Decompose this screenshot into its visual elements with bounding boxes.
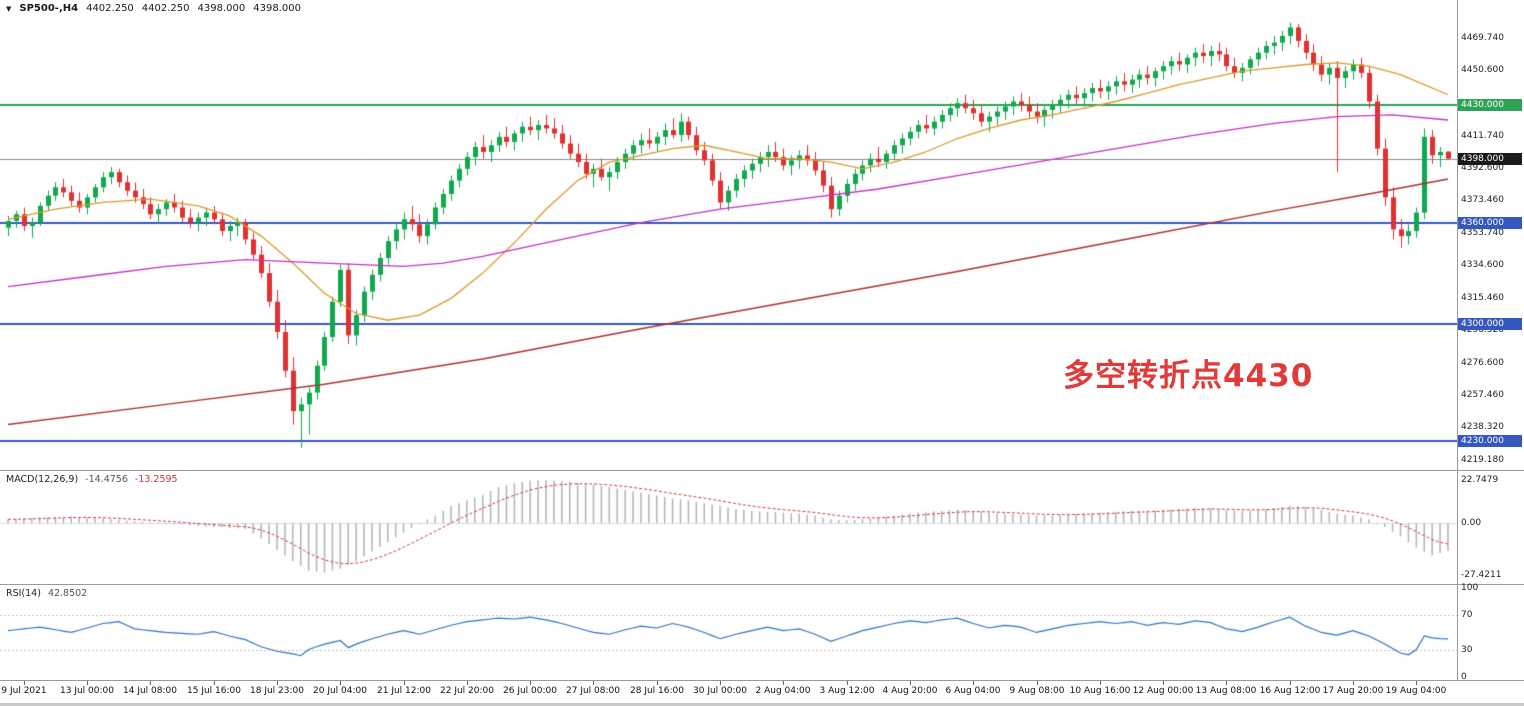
price-tick-label: 4411.740 <box>1461 130 1504 141</box>
time-tick-label: 6 Aug 04:00 <box>945 686 1001 696</box>
time-tick <box>783 681 784 685</box>
price-tag-4360.000: 4360.000 <box>1458 216 1522 229</box>
macd-panel-canvas[interactable] <box>0 471 1457 584</box>
time-tick <box>657 681 658 685</box>
time-tick-label: 30 Jul 00:00 <box>693 686 747 696</box>
symbol-dropdown-icon[interactable]: ▼ <box>6 4 12 13</box>
ohlc-low: 4398.000 <box>197 3 246 14</box>
time-tick-label: 16 Aug 12:00 <box>1259 686 1321 696</box>
macd-name: MACD(12,26,9) <box>6 474 79 485</box>
time-tick-label: 26 Jul 00:00 <box>503 686 557 696</box>
price-tick-label: 4238.320 <box>1461 422 1504 433</box>
time-tick-label: 15 Jul 16:00 <box>187 686 241 696</box>
rsi-value: 42.8502 <box>47 588 88 599</box>
time-tick <box>340 681 341 685</box>
time-tick <box>1100 681 1101 685</box>
annotation-text: 多空转折点4430 <box>1063 358 1314 394</box>
time-tick-label: 22 Jul 20:00 <box>440 686 494 696</box>
time-tick-label: 28 Jul 16:00 <box>630 686 684 696</box>
ohlc-high: 4402.250 <box>141 3 190 14</box>
window-bottom-edge <box>0 703 1524 706</box>
price-tick-label: 0.00 <box>1461 518 1482 529</box>
time-tick-label: 19 Aug 04:00 <box>1385 686 1447 696</box>
time-tick-label: 13 Jul 00:00 <box>60 686 114 696</box>
time-tick-label: 17 Aug 20:00 <box>1322 686 1384 696</box>
time-tick-label: 2 Aug 04:00 <box>755 686 811 696</box>
price-tick-label: 4257.460 <box>1461 390 1504 401</box>
time-tick <box>24 681 25 685</box>
price-tick-label: 22.7479 <box>1461 475 1499 485</box>
time-tick <box>214 681 215 685</box>
time-axis-separator <box>0 680 1524 681</box>
time-tick <box>1226 681 1227 685</box>
time-tick <box>467 681 468 685</box>
price-axis-separator <box>1457 0 1458 680</box>
rsi-indicator-label: RSI(14) 42.8502 <box>6 588 87 599</box>
panel-separator-rsi[interactable] <box>0 584 1524 585</box>
price-tick-label: -27.4211 <box>1461 570 1502 581</box>
price-tick-label: 4392.600 <box>1461 162 1504 173</box>
rsi-name: RSI(14) <box>6 588 41 599</box>
time-tick-label: 4 Aug 20:00 <box>882 686 938 696</box>
price-tick-label: 100 <box>1461 582 1479 593</box>
price-tag-4300.000: 4300.000 <box>1458 317 1522 330</box>
time-tick <box>973 681 974 685</box>
time-tick-label: 21 Jul 12:00 <box>377 686 431 696</box>
time-tick <box>1037 681 1038 685</box>
price-tick-label: 4373.460 <box>1461 195 1504 205</box>
macd-value-signal: -13.2595 <box>134 474 178 485</box>
price-tick-label: 4334.600 <box>1461 260 1504 271</box>
time-tick-label: 10 Aug 16:00 <box>1069 686 1131 696</box>
price-tick-label: 4219.180 <box>1461 454 1504 465</box>
time-tick-label: 14 Jul 08:00 <box>123 686 177 696</box>
time-tick <box>1290 681 1291 685</box>
time-tick-label: 27 Jul 08:00 <box>566 686 620 696</box>
price-tick-label: 4469.740 <box>1461 32 1504 43</box>
macd-value-main: -14.4756 <box>85 474 128 485</box>
time-tick <box>910 681 911 685</box>
time-tick <box>87 681 88 685</box>
price-tag-4430.000: 4430.000 <box>1458 98 1522 111</box>
time-tick <box>1163 681 1164 685</box>
time-tick-label: 9 Aug 08:00 <box>1009 686 1065 696</box>
time-tick <box>847 681 848 685</box>
price-tag-4398.000: 4398.000 <box>1458 152 1522 165</box>
ohlc-close: 4398.000 <box>253 3 301 14</box>
price-tick-label: 70 <box>1461 609 1473 620</box>
time-tick <box>1353 681 1354 685</box>
price-tag-4230.000: 4230.000 <box>1458 435 1522 448</box>
price-tick-label: 0 <box>1461 672 1467 683</box>
main-chart-canvas[interactable] <box>0 0 1457 470</box>
price-tick-label: 4276.600 <box>1461 357 1504 368</box>
ohlc-open: 4402.250 <box>86 3 134 14</box>
panel-separator-macd[interactable] <box>0 470 1524 471</box>
price-tick-label: 4353.740 <box>1461 228 1504 239</box>
time-tick-label: 3 Aug 12:00 <box>819 686 875 696</box>
time-tick-label: 12 Aug 00:00 <box>1132 686 1194 696</box>
macd-indicator-label: MACD(12,26,9) -14.4756 -13.2595 <box>6 474 178 485</box>
time-tick <box>277 681 278 685</box>
time-tick <box>530 681 531 685</box>
time-tick <box>150 681 151 685</box>
time-axis[interactable]: 9 Jul 2021 13 Jul 00:00 14 Jul 08:00 15 Jul… <box>0 681 1457 700</box>
price-tick-label: 30 <box>1461 645 1473 656</box>
time-tick-label: 18 Jul 23:00 <box>250 686 304 696</box>
price-tick-label: 4450.600 <box>1461 65 1504 76</box>
time-tick-label: 20 Jul 04:00 <box>313 686 367 696</box>
time-tick-label: 9 Jul 2021 <box>1 686 47 696</box>
chart-header: ▼ SP500-,H4 4402.250 4402.250 4398.000 4… <box>6 3 301 14</box>
rsi-panel-canvas[interactable] <box>0 585 1457 680</box>
symbol-label: SP500-,H4 <box>19 3 79 14</box>
price-tick-label: 4315.460 <box>1461 292 1504 303</box>
price-axis[interactable]: 4469.740 4450.600 4411.740 4392.600 4373.460… <box>1458 0 1524 683</box>
time-tick <box>1416 681 1417 685</box>
time-tick <box>593 681 594 685</box>
price-tick-label: 4296.320 <box>1461 324 1504 335</box>
time-tick <box>720 681 721 685</box>
time-tick <box>404 681 405 685</box>
time-tick-label: 13 Aug 08:00 <box>1195 686 1257 696</box>
